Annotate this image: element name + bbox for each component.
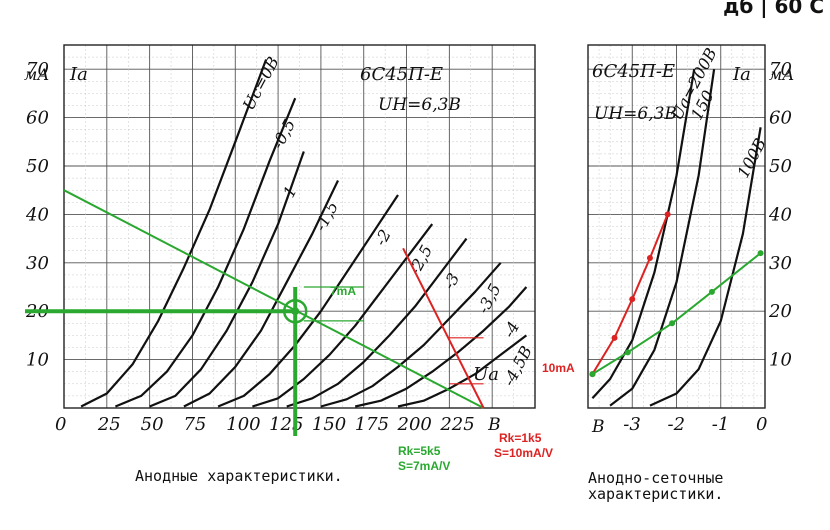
chart2-series-curve <box>609 69 716 407</box>
chart2-xtick-label: -2 <box>668 414 686 435</box>
chart1-frame <box>63 44 536 409</box>
chart2-ytick-label: 50 <box>769 156 792 177</box>
chart1-load-line <box>402 247 485 409</box>
chart1-xunit: В <box>487 415 501 435</box>
chart2-subtitle: UН=6,3В <box>594 104 677 124</box>
chart1-subtitle: UН=6,3В <box>378 95 461 115</box>
chart1-series-curve <box>217 194 399 408</box>
chart2-frame <box>587 44 766 409</box>
chart2-load-line-point <box>624 349 631 356</box>
annotation-7mA: 7mA <box>330 284 357 298</box>
chart1-series-curve <box>354 286 528 408</box>
chart2-load-line-point <box>629 296 636 303</box>
page-corner-label: дб | 60 С <box>723 0 824 18</box>
chart1-ytick-label: 30 <box>26 253 49 274</box>
chart1-xtick-label: 200 <box>397 414 432 435</box>
chart2-load-line-point <box>589 371 596 378</box>
chart2-load-line-point <box>757 250 764 257</box>
chart1-series-curve <box>252 223 434 408</box>
chart1-ytick-label: 70 <box>26 59 49 80</box>
chart1-op-circle <box>282 298 308 324</box>
chart1-ytick-label: 60 <box>26 108 49 129</box>
chart2-load-line-point <box>669 320 676 327</box>
chart1-series-curve <box>320 262 502 408</box>
chart2-load-line-point <box>708 288 715 295</box>
chart1-title: 6С45П-Е <box>360 64 443 85</box>
chart1-xtick-label: 25 <box>97 414 121 435</box>
chart2-ytick-label: 40 <box>768 204 792 225</box>
chart1-series-curve <box>286 237 468 408</box>
chart2-xunit: В <box>591 417 605 437</box>
chart1-xtick-label: 175 <box>355 414 389 435</box>
chart1-series-curve <box>397 334 528 408</box>
chart2-ylabel: Iа <box>732 64 751 85</box>
chart1-xtick-label: 225 <box>439 414 474 435</box>
chart1-series-label: -4,5В <box>499 343 536 390</box>
chart1-series-curve <box>149 151 305 408</box>
chart1-xtick-label: 100 <box>226 414 260 435</box>
chart2-series-curve <box>591 69 696 400</box>
chart2-ytick-label: 70 <box>769 59 792 80</box>
chart1-series-curve <box>80 59 268 408</box>
chart1-xtick-label: 0 <box>55 414 66 435</box>
chart1-op-dot <box>291 307 300 316</box>
chart1-series-label: -0,5 <box>268 116 299 152</box>
chart1-yunit: мА <box>24 65 49 84</box>
chart1-ytick-label: 50 <box>26 156 49 177</box>
chart1-series-label: -1 <box>277 183 301 206</box>
chart1-xtick-label: 125 <box>269 414 303 435</box>
chart1-series-curve <box>114 97 297 408</box>
chart2-ytick-label: 60 <box>769 108 792 129</box>
annotation-rk-1k5: Rk=1k5 <box>499 431 542 445</box>
chart1-ylabel: Iа <box>69 64 88 85</box>
chart2-caption: Анодно-сеточные характеристики. <box>588 469 724 503</box>
chart2-xtick-label: -1 <box>712 414 730 435</box>
chart2-ytick-label: 10 <box>769 350 792 371</box>
chart1-series-label: -1,5 <box>311 198 342 234</box>
annotation-rk-5k5: Rk=5k5 <box>398 444 441 458</box>
chart1-xtick-label: 50 <box>141 414 164 435</box>
chart2-xtick-label: -3 <box>623 414 641 435</box>
chart1-series-label: -3 <box>439 270 463 293</box>
chart1-series-label: -4 <box>499 318 523 341</box>
chart2-title: 6С45П-Е <box>592 61 675 82</box>
chart2-series-curve <box>649 127 762 407</box>
chart2-load-line-point <box>664 211 671 218</box>
chart2-yunit: мА <box>769 65 794 84</box>
chart1-xtick-label: 150 <box>312 414 346 435</box>
chart2-ytick-label: 30 <box>769 253 792 274</box>
annotation-s-10mA: S=10mA/V <box>494 446 554 460</box>
chart1-series-curve <box>183 180 339 408</box>
chart2-load-line-point <box>611 334 618 341</box>
annotation-10mA: 10mA <box>542 361 575 375</box>
chart1-series-label: Uс=0В <box>239 53 283 113</box>
chart1-caption: Анодные характеристики. <box>135 467 343 485</box>
chart1-load-line <box>63 189 485 409</box>
chart1-ytick-label: 40 <box>25 204 49 225</box>
annotation-s-7mA: S=7mA/V <box>398 459 451 473</box>
chart1-ytick-label: 10 <box>26 350 49 371</box>
chart2-xtick-label: 0 <box>756 414 767 435</box>
chart2-load-line-point <box>646 254 653 261</box>
chart2-ytick-label: 20 <box>768 301 792 322</box>
chart1-xtick-label: 75 <box>183 414 206 435</box>
chart1-xlabel: Uа <box>473 364 499 385</box>
